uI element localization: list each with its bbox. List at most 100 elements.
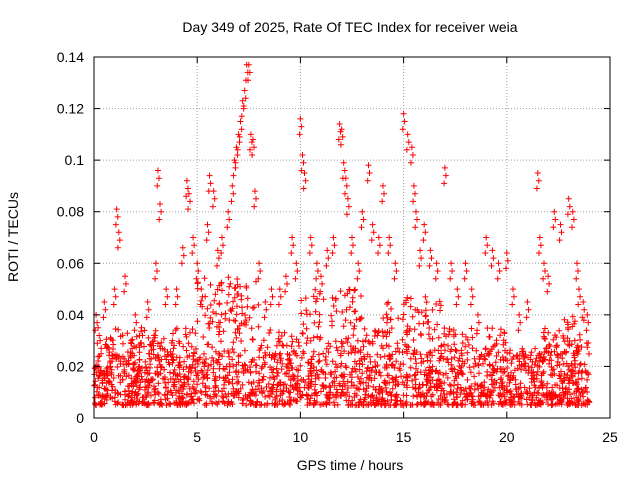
data-point: [216, 374, 223, 381]
data-point: [141, 343, 147, 350]
data-point: [488, 376, 495, 383]
data-point: [198, 389, 205, 396]
data-point: [524, 390, 531, 397]
data-point: [570, 368, 577, 375]
data-point: [188, 369, 194, 376]
data-point: [211, 297, 218, 304]
data-point: [327, 389, 334, 396]
data-point: [476, 370, 482, 377]
data-point: [364, 177, 371, 184]
data-point: [417, 247, 424, 254]
data-point: [331, 375, 338, 381]
x-tick-label: 10: [293, 429, 309, 445]
data-point: [260, 373, 267, 380]
data-point: [138, 324, 145, 331]
data-point: [264, 344, 271, 351]
data-point: [412, 385, 419, 392]
data-point: [203, 237, 210, 244]
data-point: [142, 358, 149, 365]
data-point: [239, 381, 246, 388]
data-point: [209, 344, 216, 351]
data-point: [226, 378, 233, 385]
data-point: [131, 327, 138, 334]
data-point: [506, 350, 513, 357]
data-point: [567, 391, 573, 398]
data-point: [316, 311, 323, 318]
data-point: [345, 397, 352, 404]
data-point: [334, 347, 341, 354]
data-point: [114, 352, 120, 359]
data-point: [464, 356, 471, 363]
data-point: [296, 131, 303, 138]
data-point: [440, 387, 447, 394]
data-point: [479, 390, 486, 397]
data-point: [209, 318, 216, 325]
data-point: [465, 341, 472, 348]
data-point: [133, 333, 140, 340]
data-point: [139, 332, 146, 339]
x-tick-label: 5: [193, 429, 201, 445]
data-point: [527, 356, 534, 363]
data-point: [483, 234, 490, 241]
data-point: [534, 389, 541, 396]
data-point: [403, 374, 410, 381]
data-point: [322, 353, 329, 360]
data-point: [540, 275, 547, 282]
data-point: [494, 365, 501, 372]
data-point: [328, 312, 335, 319]
data-point: [576, 331, 583, 338]
data-point: [480, 360, 486, 367]
data-point: [429, 306, 436, 313]
data-point: [207, 302, 214, 308]
data-point: [339, 133, 346, 140]
data-point: [459, 331, 466, 338]
data-point: [128, 390, 135, 397]
data-point: [315, 374, 322, 381]
data-point: [360, 386, 367, 393]
data-point: [211, 195, 218, 202]
data-point: [229, 346, 236, 353]
data-point: [471, 373, 478, 380]
data-point: [232, 329, 239, 336]
data-point: [362, 337, 369, 344]
data-point: [387, 242, 394, 249]
data-point: [298, 310, 305, 317]
data-point: [402, 400, 409, 407]
data-point: [354, 385, 361, 392]
data-point: [143, 314, 150, 321]
data-point: [310, 334, 317, 341]
data-point: [313, 275, 320, 282]
data-point: [243, 283, 250, 290]
data-point: [584, 376, 591, 383]
data-point: [231, 294, 238, 301]
data-point: [365, 392, 372, 399]
data-point: [248, 389, 255, 396]
data-point: [133, 382, 140, 389]
data-point: [554, 400, 561, 407]
data-point: [482, 250, 489, 256]
data-point: [558, 401, 565, 408]
data-point: [312, 400, 319, 407]
data-point: [205, 341, 212, 348]
data-point: [338, 389, 345, 396]
data-point: [234, 373, 241, 380]
data-point: [130, 379, 137, 386]
data-point: [353, 316, 360, 323]
data-point: [277, 350, 284, 357]
data-point: [262, 349, 268, 356]
data-point: [348, 250, 355, 256]
data-point: [569, 373, 576, 380]
data-point: [249, 136, 256, 143]
data-point: [528, 349, 535, 356]
data-point: [258, 342, 265, 349]
data-point: [494, 275, 501, 282]
data-point: [491, 377, 498, 384]
data-point: [192, 389, 198, 396]
data-point: [452, 373, 459, 380]
data-point: [234, 389, 241, 396]
data-point: [459, 340, 466, 346]
data-point: [121, 368, 128, 375]
data-point: [272, 394, 279, 401]
data-point: [383, 342, 390, 349]
data-point: [229, 305, 236, 312]
